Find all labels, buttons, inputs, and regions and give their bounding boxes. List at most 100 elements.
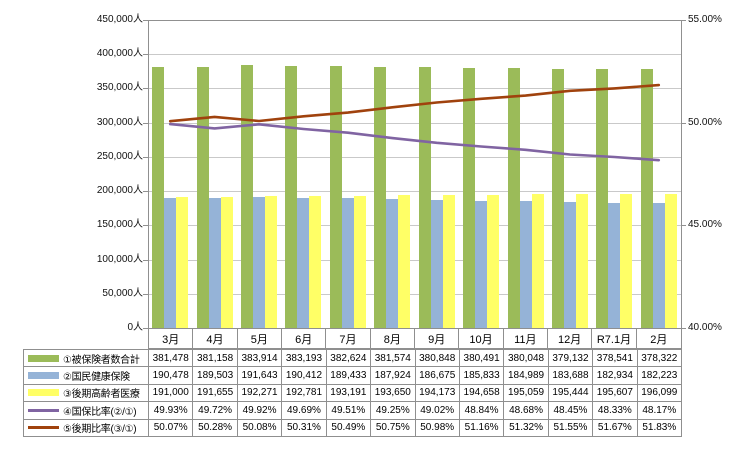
series-name-label: ⑤後期比率(③/①) [63,424,137,436]
y-axis-left-tick [143,191,148,192]
value-cell: 51.16% [459,419,505,437]
month-header-cell: 3月 [149,329,194,348]
y-axis-right-tick-label: 45.00% [688,219,722,231]
legend-item-①被保険者数合計: ①被保険者数合計 [24,350,149,368]
bar-②国民健康保険 [430,200,443,328]
line-series-key-icon [28,426,59,430]
bar-②国民健康保険 [475,200,488,328]
value-cell: 189,433 [326,367,372,385]
series-name-label: ①被保険者数合計 [63,354,140,366]
month-header-cell: R7.1月 [592,329,637,348]
value-cell: 51.55% [548,419,594,437]
legend-item-③後期高齢者医療: ③後期高齢者医療 [24,384,149,403]
value-cell: 193,650 [371,384,416,403]
value-cell: 182,223 [637,367,682,385]
value-cell: 51.67% [593,419,638,437]
value-cell: 190,412 [282,367,327,385]
value-cell: 49.51% [326,402,372,420]
value-cell: 383,914 [237,350,283,368]
y-axis-left-tick-label: 0人 [127,322,143,333]
bar-②国民健康保険 [164,197,177,328]
bar-①被保険者数合計 [285,65,298,328]
bar-③後期高齢者医療 [575,194,588,328]
bar-③後期高齢者医療 [398,195,411,328]
line-series-key-icon [28,408,59,412]
bar-①被保険者数合計 [551,68,564,328]
bar-②国民健康保険 [608,202,621,328]
bar-③後期高齢者医療 [531,194,544,328]
value-cell: 381,478 [149,350,194,368]
y-axis-right-tick-label: 55.00% [688,14,722,25]
value-cell: 380,848 [415,350,460,368]
value-cell: 382,624 [326,350,372,368]
gridline [148,260,681,261]
value-cell: 380,491 [459,350,505,368]
value-cell: 192,271 [237,384,283,403]
y-axis-right-tick [681,225,686,226]
value-cell: 383,193 [282,350,327,368]
value-cell: 48.17% [637,402,682,420]
value-cell: 378,541 [593,350,638,368]
month-header-cell: 11月 [504,329,548,348]
value-cell: 195,059 [504,384,549,403]
value-cell: 187,924 [371,367,416,385]
series-name-label: ③後期高齢者医療 [63,389,140,401]
bar-②国民健康保険 [563,202,576,328]
value-cell: 50.08% [237,419,283,437]
bar-②国民健康保険 [208,198,221,328]
bar-series-key-icon [28,372,59,380]
y-axis-left-line [148,20,149,328]
value-cell: 379,132 [548,350,594,368]
y-axis-left-tick [143,328,148,329]
value-cell: 185,833 [459,367,505,385]
bar-②国民健康保険 [341,198,354,328]
bar-①被保険者数合計 [463,67,476,328]
bar-③後期高齢者医療 [309,196,322,328]
y-axis-left-tick [143,225,148,226]
bar-series-key-icon [28,354,59,362]
bar-series-key-icon [28,389,59,397]
month-header-cell: 2月 [650,333,668,346]
value-cell: 184,989 [504,367,549,385]
y-axis-right-tick-label: 50.00% [688,116,722,128]
bar-③後期高齢者医療 [220,196,233,328]
bar-②国民健康保険 [386,199,399,328]
month-header-cell: 8月 [371,329,415,348]
y-axis-left-tick [143,20,148,21]
value-cell: 48.68% [504,402,549,420]
value-cell: 50.28% [193,419,238,437]
month-header-cell: 5月 [238,329,282,348]
value-cell: 50.07% [149,419,194,437]
y-axis-left-tick-label: 250,000人 [96,150,143,162]
legend-item-⑤後期比率(③/①): ⑤後期比率(③/①) [24,419,149,437]
value-cell: 190,478 [149,367,194,385]
y-axis-left-tick-label: 150,000人 [96,219,143,231]
value-cell: 189,503 [193,367,238,385]
value-cell: 195,444 [548,384,594,403]
bar-①被保険者数合計 [152,66,165,328]
value-cell: 194,173 [415,384,460,403]
bar-③後期高齢者医療 [620,194,633,328]
bar-①被保険者数合計 [374,66,387,328]
month-header-cell: 4月 [193,329,238,348]
series-name-label: ②国民健康保険 [63,372,130,384]
value-cell: 183,688 [548,367,594,385]
bar-①被保険者数合計 [640,69,653,328]
value-cell: 50.98% [415,419,460,437]
month-header-cell: 12月 [548,329,593,348]
y-axis-right-tick-label: 40.00% [688,322,722,333]
bar-①被保険者数合計 [196,67,209,328]
y-axis-right-line [681,20,682,328]
value-cell: 191,643 [237,367,283,385]
value-cell: 378,322 [637,350,682,368]
y-axis-left-tick-label: 400,000人 [96,48,143,60]
value-cell: 48.33% [593,402,638,420]
y-axis-left-tick-label: 450,000人 [96,14,143,25]
y-axis-left-tick-label: 300,000人 [96,116,143,128]
month-header-cell: 10月 [459,329,504,348]
bar-②国民健康保険 [519,201,532,328]
y-axis-left-tick [143,123,148,124]
bar-③後期高齢者医療 [487,194,500,328]
bar-③後期高齢者医療 [442,195,455,328]
value-cell: 192,781 [282,384,327,403]
